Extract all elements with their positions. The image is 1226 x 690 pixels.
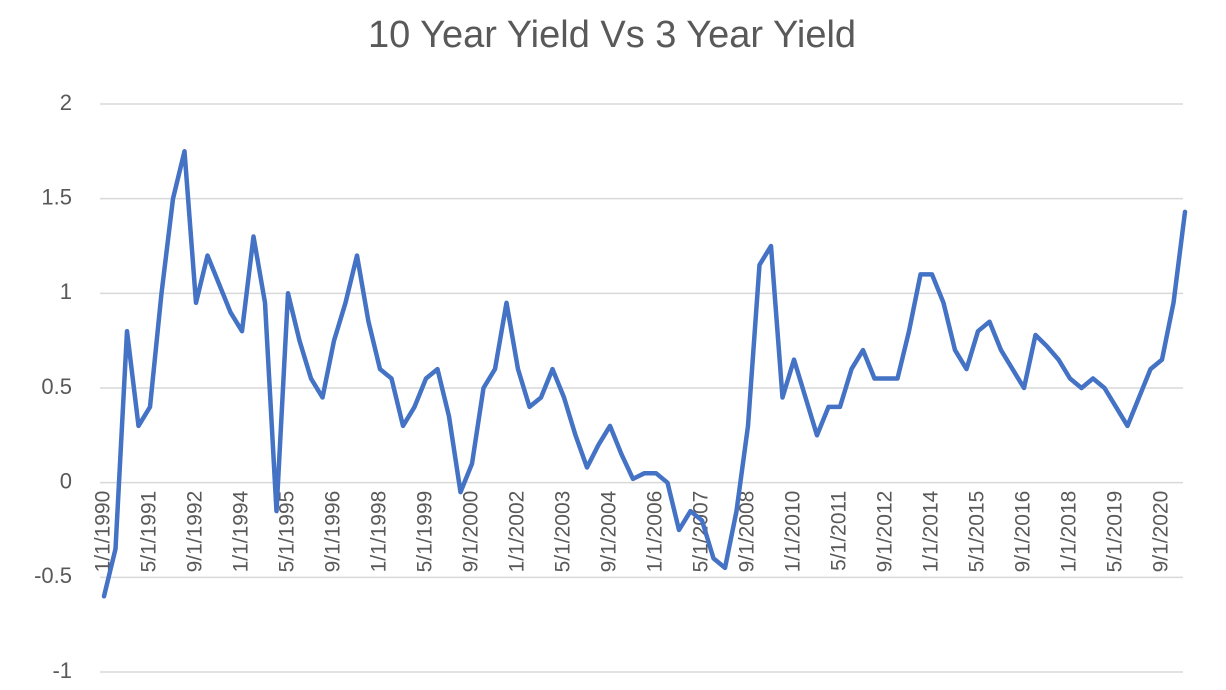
x-tick-label: 9/1/2008	[736, 491, 759, 573]
x-tick-label: 5/1/2007	[690, 491, 713, 573]
x-tick-label: 9/1/2012	[874, 491, 897, 573]
chart-title: 10 Year Yield Vs 3 Year Yield	[368, 14, 856, 56]
x-tick-label: 5/1/2015	[966, 491, 989, 573]
x-tick-label: 1/1/2018	[1058, 491, 1081, 573]
x-tick-label: 1/1/1994	[230, 490, 253, 572]
y-tick-label: 0	[60, 468, 72, 493]
x-tick-label: 1/1/2002	[506, 491, 529, 573]
x-tick-label: 9/1/1996	[322, 491, 345, 573]
y-tick-label: -1	[52, 658, 72, 683]
y-tick-label: 0.5	[41, 374, 72, 399]
x-tick-label: 9/1/1992	[184, 491, 207, 573]
x-tick-label: 1/1/2014	[920, 490, 943, 572]
x-tick-label: 1/1/2006	[644, 491, 667, 573]
x-tick-label: 5/1/1995	[276, 491, 299, 573]
x-tick-label: 9/1/2000	[460, 491, 483, 573]
y-tick-label: 1.5	[41, 184, 72, 209]
x-tick-label: 5/1/2003	[552, 491, 575, 573]
x-tick-label: 5/1/2019	[1104, 491, 1127, 573]
x-tick-label: 1/1/2010	[782, 491, 805, 573]
y-tick-label: -0.5	[34, 563, 72, 588]
x-tick-label: 1/1/1998	[368, 491, 391, 573]
y-tick-label: 2	[60, 90, 72, 115]
x-tick-label: 9/1/2020	[1150, 491, 1173, 573]
y-tick-label: 1	[60, 279, 72, 304]
data-line	[101, 149, 1188, 599]
x-tick-label: 5/1/2011	[828, 491, 851, 571]
x-tick-label: 5/1/1991	[138, 491, 161, 573]
x-tick-label: 1/1/1990	[92, 491, 115, 573]
x-tick-label: 9/1/2004	[598, 490, 621, 572]
x-tick-label: 5/1/1999	[414, 491, 437, 573]
x-tick-label: 9/1/2016	[1012, 491, 1035, 573]
